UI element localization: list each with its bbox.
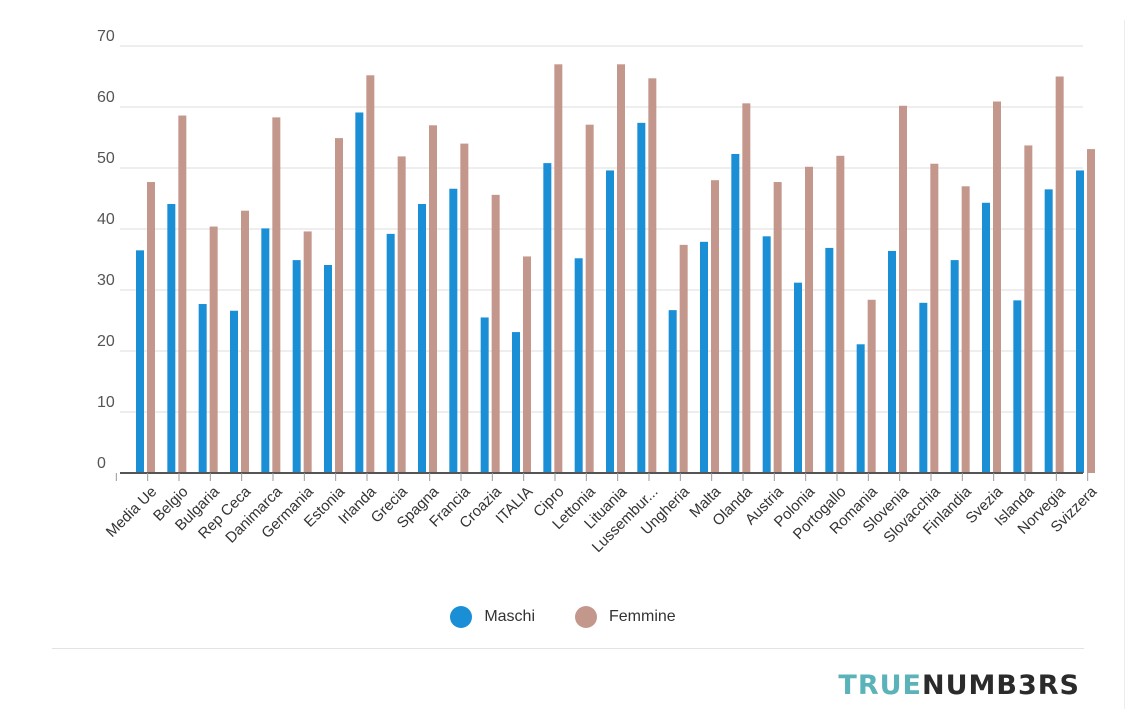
bar-femmine-10 (429, 125, 437, 474)
bar-femmine-14 (554, 64, 563, 474)
bar-femmine-30 (1055, 76, 1064, 473)
bar-femmine-13 (523, 256, 531, 473)
bar-maschi-22 (794, 282, 802, 473)
bar-maschi-23 (825, 247, 834, 473)
y-tick-label-10: 10 (97, 394, 115, 411)
bar-maschi-10 (418, 203, 426, 474)
bar-femmine-16 (617, 64, 625, 474)
bar-maschi-30 (1044, 189, 1053, 473)
bar-femmine-19 (711, 180, 719, 473)
bar-maschi-29 (1013, 300, 1022, 473)
bar-femmine-31 (1087, 149, 1095, 473)
y-tick-label-60: 60 (97, 89, 115, 106)
bar-maschi-15 (574, 258, 583, 473)
bar-femmine-8 (366, 75, 375, 473)
bar-maschi-14 (543, 163, 552, 473)
bar-maschi-17 (637, 122, 646, 474)
bar-maschi-11 (449, 188, 458, 474)
bar-maschi-16 (606, 170, 614, 473)
bar-femmine-17 (648, 78, 657, 473)
grid-lines (120, 45, 1083, 413)
legend-swatch-maschi (450, 606, 473, 628)
y-tick-label-70: 70 (97, 28, 115, 45)
legend-label-maschi: Maschi (484, 608, 535, 625)
bar-femmine-26 (930, 163, 939, 474)
bar-maschi-13 (512, 332, 520, 473)
bars (136, 64, 1095, 474)
bar-femmine-11 (460, 143, 469, 473)
bar-femmine-2 (178, 115, 187, 473)
bar-femmine-27 (961, 186, 970, 474)
y-tick-label-50: 50 (97, 150, 115, 167)
y-tick-label-20: 20 (97, 333, 115, 350)
bar-femmine-5 (272, 117, 281, 474)
bar-femmine-18 (679, 244, 688, 473)
bar-femmine-3 (209, 226, 218, 473)
bar-maschi-25 (888, 250, 896, 473)
bar-femmine-4 (241, 210, 249, 473)
brand-logo-part-numbers: NUMB3RS (922, 670, 1080, 701)
bar-maschi-4 (230, 310, 238, 473)
brand-logo: TRUENUMB3RS (838, 670, 1080, 701)
bar-maschi-20 (731, 153, 740, 473)
bar-maschi-6 (292, 260, 301, 473)
bar-femmine-9 (397, 156, 406, 473)
bar-maschi-2 (167, 203, 176, 474)
bar-maschi-9 (386, 233, 395, 473)
bar-maschi-31 (1076, 170, 1084, 473)
y-tick-label-0: 0 (97, 455, 106, 472)
legend-item-femmine[interactable]: Femmine (575, 606, 676, 628)
legend-swatch-femmine (575, 606, 597, 628)
bar-maschi-27 (950, 260, 959, 473)
y-tick-label-40: 40 (97, 211, 115, 228)
right-border (1124, 20, 1125, 709)
bar-femmine-22 (805, 166, 813, 473)
bar-maschi-28 (982, 202, 990, 473)
brand-logo-part-true: TRUE (838, 670, 922, 701)
legend-label-femmine: Femmine (609, 608, 676, 625)
bar-maschi-19 (700, 241, 708, 473)
bar-maschi-12 (480, 317, 489, 473)
bar-maschi-8 (355, 112, 364, 474)
bar-maschi-24 (856, 344, 865, 473)
bar-femmine-12 (491, 194, 500, 473)
footer-divider (52, 648, 1084, 649)
legend-item-maschi[interactable]: Maschi (450, 606, 535, 628)
bar-maschi-3 (198, 304, 207, 473)
bar-femmine-21 (773, 182, 782, 473)
bar-femmine-23 (836, 155, 845, 474)
bar-femmine-24 (867, 299, 876, 473)
bar-femmine-29 (1024, 145, 1033, 473)
legend: Maschi Femmine (0, 606, 1126, 628)
bar-maschi-7 (324, 264, 332, 473)
bar-maschi-18 (668, 310, 677, 473)
bar-femmine-7 (335, 138, 343, 474)
y-tick-label-30: 30 (97, 272, 115, 289)
bar-femmine-15 (585, 124, 594, 473)
bar-femmine-28 (993, 101, 1001, 473)
bar-maschi-26 (919, 302, 928, 473)
bar-maschi-21 (762, 236, 771, 473)
bar-femmine-6 (303, 231, 312, 473)
bar-femmine-1 (147, 182, 155, 473)
bar-femmine-25 (899, 105, 907, 473)
bar-maschi-5 (261, 228, 270, 473)
bar-femmine-20 (742, 103, 751, 473)
bar-maschi-1 (136, 250, 144, 473)
